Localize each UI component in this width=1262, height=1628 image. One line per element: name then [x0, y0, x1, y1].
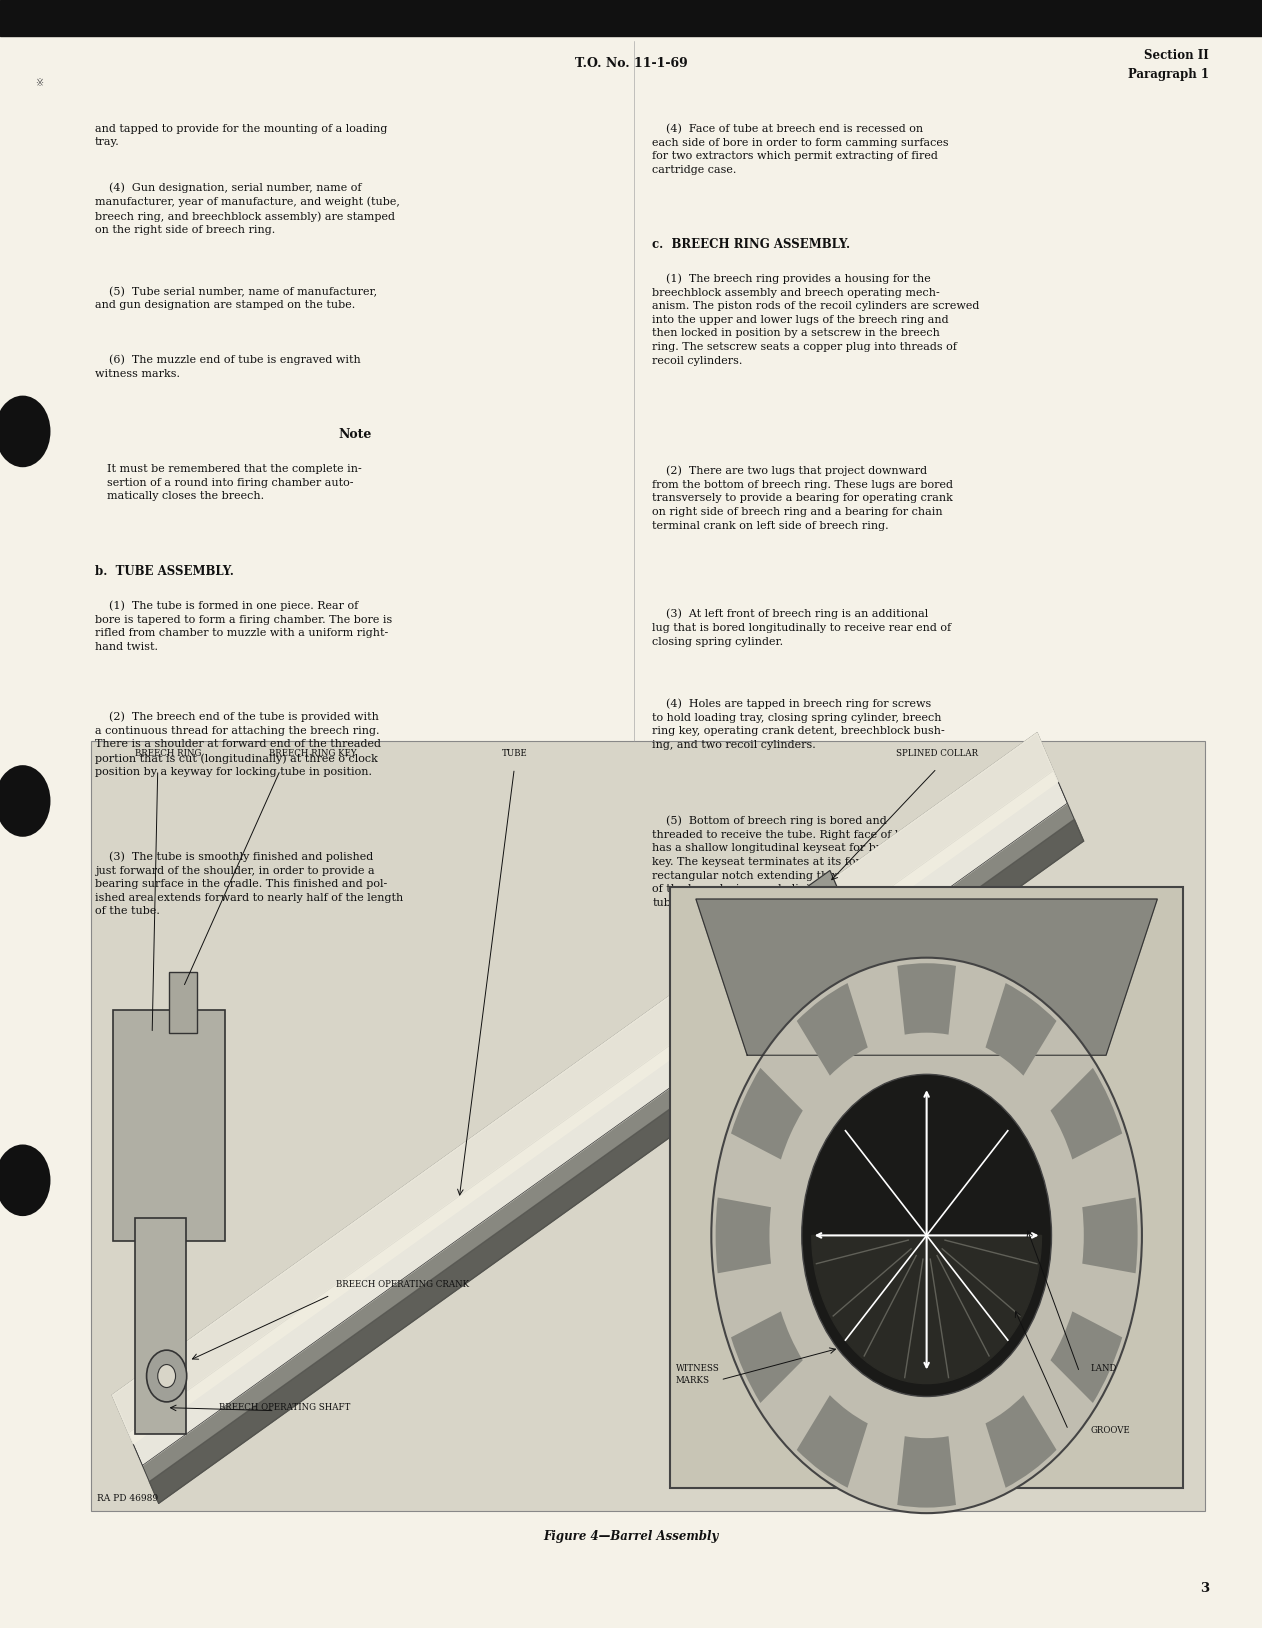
Circle shape — [158, 1364, 175, 1387]
Polygon shape — [149, 819, 1084, 1503]
Text: Note: Note — [338, 428, 371, 441]
Text: (1)  The tube is formed in one piece. Rear of
bore is tapered to form a firing c: (1) The tube is formed in one piece. Rea… — [95, 601, 392, 653]
Text: BREECH OPERATING SHAFT: BREECH OPERATING SHAFT — [220, 1403, 351, 1411]
Text: RA PD 46989: RA PD 46989 — [97, 1493, 158, 1503]
Polygon shape — [811, 1236, 1041, 1384]
Text: WITNESS
MARKS: WITNESS MARKS — [676, 1364, 719, 1384]
FancyBboxPatch shape — [169, 972, 197, 1034]
Wedge shape — [796, 1395, 868, 1488]
FancyBboxPatch shape — [114, 1011, 225, 1241]
Circle shape — [0, 396, 50, 467]
Circle shape — [801, 1074, 1051, 1397]
Text: (5)  Bottom of breech ring is bored and
threaded to receive the tube. Right face: (5) Bottom of breech ring is bored and t… — [652, 816, 962, 908]
Wedge shape — [796, 983, 868, 1076]
Text: (6)  The muzzle end of tube is engraved with
witness marks.: (6) The muzzle end of tube is engraved w… — [95, 355, 361, 379]
Wedge shape — [897, 964, 957, 1035]
Polygon shape — [695, 899, 1157, 1055]
Wedge shape — [731, 1312, 803, 1403]
Wedge shape — [1050, 1312, 1122, 1403]
Text: (4)  Holes are tapped in breech ring for screws
to hold loading tray, closing sp: (4) Holes are tapped in breech ring for … — [652, 698, 945, 751]
Text: (1)  The breech ring provides a housing for the
breechblock assembly and breech : (1) The breech ring provides a housing f… — [652, 274, 979, 366]
Bar — [91, 741, 1205, 1511]
Circle shape — [712, 957, 1142, 1512]
Wedge shape — [897, 1436, 957, 1508]
Wedge shape — [1083, 1198, 1137, 1273]
Text: (3)  At left front of breech ring is an additional
lug that is bored longitudina: (3) At left front of breech ring is an a… — [652, 609, 952, 646]
Wedge shape — [716, 1198, 771, 1273]
Text: c.  BREECH RING ASSEMBLY.: c. BREECH RING ASSEMBLY. — [652, 238, 851, 251]
Polygon shape — [112, 733, 1084, 1503]
Polygon shape — [112, 733, 1058, 1444]
Circle shape — [146, 1350, 187, 1402]
Text: (3)  The tube is smoothly finished and polished
just forward of the shoulder, in: (3) The tube is smoothly finished and po… — [95, 851, 403, 917]
Bar — [670, 887, 1182, 1488]
Text: ※: ※ — [35, 78, 43, 88]
Text: b.  TUBE ASSEMBLY.: b. TUBE ASSEMBLY. — [95, 565, 233, 578]
FancyBboxPatch shape — [135, 1218, 186, 1434]
Circle shape — [0, 1144, 50, 1216]
Text: GROOVE: GROOVE — [1090, 1426, 1131, 1434]
Polygon shape — [775, 871, 883, 1034]
Text: BREECH OPERATING CRANK: BREECH OPERATING CRANK — [336, 1280, 469, 1289]
Text: BREECH RING: BREECH RING — [135, 749, 202, 759]
Polygon shape — [129, 770, 1068, 1465]
Wedge shape — [1050, 1068, 1122, 1159]
Circle shape — [0, 765, 50, 837]
Text: (4)  Gun designation, serial number, name of
manufacturer, year of manufacture, : (4) Gun designation, serial number, name… — [95, 182, 400, 236]
Text: T.O. No. 11-1-69: T.O. No. 11-1-69 — [574, 57, 688, 70]
Wedge shape — [986, 983, 1056, 1076]
Text: SPLINED COLLAR: SPLINED COLLAR — [896, 749, 978, 759]
Text: LAND: LAND — [1090, 1364, 1117, 1374]
Text: (2)  There are two lugs that project downward
from the bottom of breech ring. Th: (2) There are two lugs that project down… — [652, 466, 954, 531]
Text: 3: 3 — [1200, 1582, 1209, 1595]
Bar — [0, 0, 1262, 36]
Text: (5)  Tube serial number, name of manufacturer,
and gun designation are stamped o: (5) Tube serial number, name of manufact… — [95, 287, 377, 311]
Text: Figure 4—Barrel Assembly: Figure 4—Barrel Assembly — [544, 1530, 718, 1543]
Text: Section II: Section II — [1145, 49, 1209, 62]
Wedge shape — [986, 1395, 1056, 1488]
Text: (2)  The breech end of the tube is provided with
a continuous thread for attachi: (2) The breech end of the tube is provid… — [95, 711, 381, 777]
Text: (4)  Face of tube at breech end is recessed on
each side of bore in order to for: (4) Face of tube at breech end is recess… — [652, 124, 949, 174]
Text: and tapped to provide for the mounting of a loading
tray.: and tapped to provide for the mounting o… — [95, 124, 387, 147]
Text: TUBE: TUBE — [501, 749, 528, 759]
Text: BREECH RING KEY: BREECH RING KEY — [269, 749, 357, 759]
Text: It must be remembered that the complete in-
sertion of a round into firing chamb: It must be remembered that the complete … — [107, 464, 362, 501]
Wedge shape — [731, 1068, 803, 1159]
Text: Paragraph 1: Paragraph 1 — [1128, 68, 1209, 81]
